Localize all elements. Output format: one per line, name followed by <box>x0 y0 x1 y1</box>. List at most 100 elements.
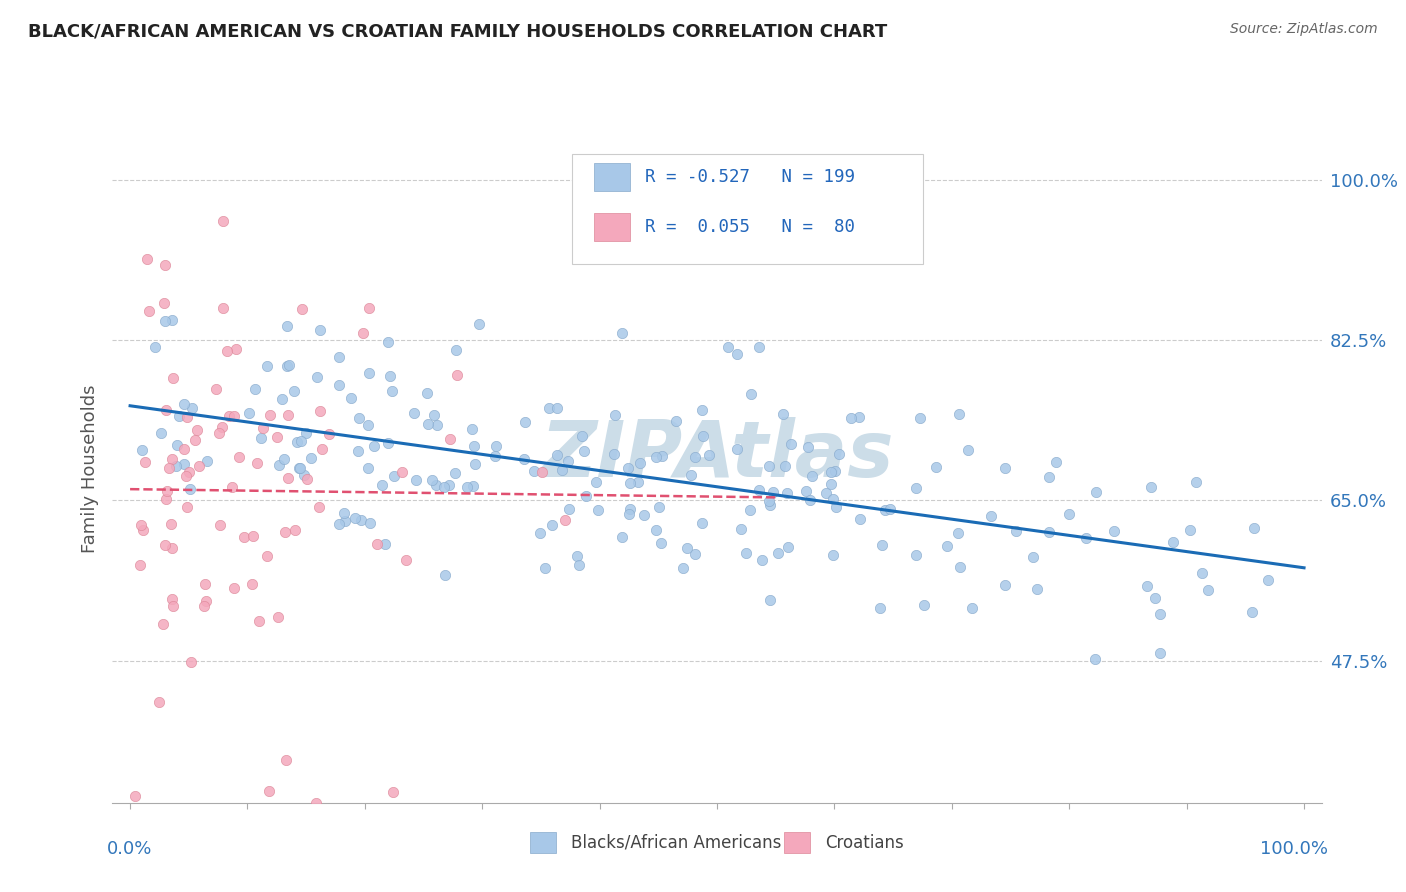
Point <box>644 450 666 464</box>
Point <box>612 326 634 340</box>
Point <box>825 500 848 515</box>
Point <box>160 591 183 606</box>
Point <box>1045 454 1067 468</box>
Point <box>284 524 307 538</box>
Point <box>155 258 177 272</box>
Point <box>1038 469 1060 483</box>
Point <box>287 461 309 475</box>
Point <box>256 549 278 563</box>
Point <box>571 429 593 443</box>
Point <box>266 429 288 443</box>
Text: R =  0.055   N =  80: R = 0.055 N = 80 <box>644 218 855 235</box>
Point <box>162 371 184 385</box>
Point <box>585 475 607 489</box>
Point <box>815 486 838 500</box>
Point <box>425 478 447 492</box>
Point <box>870 538 893 552</box>
Point <box>422 409 444 423</box>
Point <box>208 426 231 441</box>
Point <box>357 460 380 475</box>
Point <box>245 456 267 470</box>
Point <box>377 436 399 450</box>
Point <box>311 442 333 457</box>
Point <box>188 458 211 473</box>
Point <box>155 313 177 327</box>
Point <box>211 419 233 434</box>
Point <box>523 464 546 478</box>
Point <box>572 444 595 458</box>
Point <box>221 479 243 493</box>
Point <box>439 478 461 492</box>
Point <box>160 312 183 326</box>
Point <box>768 546 790 560</box>
Point <box>395 553 418 567</box>
Point <box>382 468 405 483</box>
Point <box>180 655 202 669</box>
Point <box>568 558 591 573</box>
Point <box>575 489 598 503</box>
Point <box>374 537 396 551</box>
Text: ZIPAtlas: ZIPAtlas <box>540 417 894 493</box>
Point <box>1005 524 1028 539</box>
Point <box>904 548 927 562</box>
Point <box>250 431 273 445</box>
Point <box>717 340 740 354</box>
Point <box>177 465 200 479</box>
Point <box>124 789 146 804</box>
Point <box>176 500 198 514</box>
Point <box>439 432 461 446</box>
Point <box>1136 578 1159 592</box>
Point <box>748 483 770 497</box>
Bar <box>593 212 630 241</box>
Point <box>1057 507 1080 521</box>
Point <box>391 465 413 479</box>
Point <box>925 459 948 474</box>
Point <box>463 439 485 453</box>
Point <box>174 468 197 483</box>
Point <box>725 442 748 456</box>
Point <box>557 454 579 468</box>
Point <box>762 485 785 500</box>
Point <box>513 451 536 466</box>
Point <box>359 516 381 530</box>
Point <box>276 359 298 374</box>
Point <box>242 529 264 543</box>
Point <box>333 514 356 528</box>
Point <box>228 450 250 464</box>
Point <box>778 540 800 554</box>
Point <box>347 411 370 425</box>
Point <box>340 391 363 405</box>
Point <box>288 460 311 475</box>
Point <box>381 785 404 799</box>
Point <box>633 508 655 523</box>
Point <box>936 539 959 553</box>
Point <box>1038 524 1060 539</box>
Point <box>420 473 443 487</box>
Point <box>195 454 218 468</box>
Point <box>308 404 330 418</box>
Y-axis label: Family Households: Family Households <box>80 384 98 552</box>
Point <box>565 549 588 563</box>
Bar <box>530 831 557 853</box>
Point <box>800 469 823 483</box>
Point <box>259 784 281 798</box>
Point <box>1191 566 1213 580</box>
Point <box>245 382 267 396</box>
Point <box>740 387 762 401</box>
Point <box>150 425 173 440</box>
Point <box>794 484 817 499</box>
Point <box>776 486 799 500</box>
Point <box>434 568 457 582</box>
Point <box>352 326 374 341</box>
Point <box>619 501 641 516</box>
Point <box>402 406 425 420</box>
Point <box>309 322 332 336</box>
Point <box>758 458 780 473</box>
Point <box>167 409 190 423</box>
Point <box>628 457 651 471</box>
Point <box>1021 549 1043 564</box>
Point <box>612 531 634 545</box>
Point <box>224 409 246 423</box>
Point <box>797 440 820 454</box>
Point <box>269 458 291 472</box>
